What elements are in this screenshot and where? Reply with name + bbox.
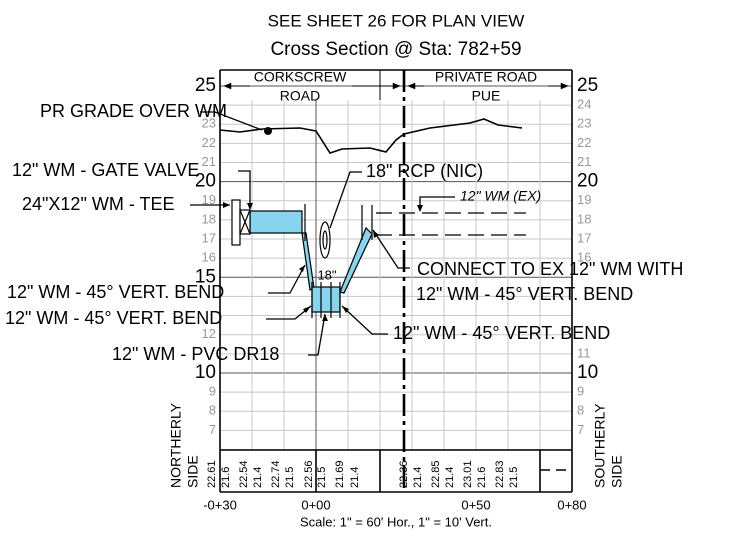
profile-elevation: 21.4 (444, 467, 456, 488)
title: SEE SHEET 26 FOR PLAN VIEW (268, 11, 525, 30)
elevation-label: 8 (209, 403, 216, 418)
elevation-label: 16 (577, 250, 591, 265)
existing-main (376, 212, 526, 236)
elevation-label: 9 (577, 384, 584, 399)
elevation-label: 25 (577, 75, 598, 96)
elevation-label: 21 (202, 154, 216, 169)
elevation-label: 19 (202, 192, 216, 207)
elevation-label: 10 (195, 362, 216, 383)
profile-elevation: 22.36 (398, 460, 410, 488)
station-label: 0+80 (557, 497, 586, 512)
elevation-label: 18 (202, 211, 216, 226)
callout: 12" WM - PVC DR18 (112, 344, 279, 364)
profile-elevation: 21.4 (252, 467, 264, 488)
profile-elevation: 22.56 (303, 460, 315, 488)
profile-elevation: 22.74 (270, 460, 282, 488)
elevation-label: 22 (577, 135, 591, 150)
callout: 18" RCP (NIC) (366, 161, 483, 181)
leaders (190, 111, 455, 356)
elevation-label: 7 (209, 422, 216, 437)
elevation-label: 20 (195, 171, 216, 192)
header: CORKSCREW (254, 69, 347, 85)
station-label: -0+30 (203, 497, 237, 512)
profile-elevation: 21.5 (316, 467, 328, 488)
header: PUE (472, 88, 501, 104)
elevation-label: 18 (577, 211, 591, 226)
profile-elevation: 22.83 (494, 460, 506, 488)
profile-elevation: 21.5 (284, 467, 296, 488)
side-label: SIDE (609, 455, 625, 488)
profile-elevation: 21.4 (349, 467, 361, 488)
elevation-label: 10 (577, 362, 598, 383)
elevation-label: 25 (195, 75, 216, 96)
elevation-label: 16 (202, 250, 216, 265)
profile-elevation: 21.5 (508, 467, 520, 488)
callout: 12" WM - GATE VALVE (12, 160, 199, 180)
elevation-label: 21 (577, 154, 591, 169)
callout: 12" WM (EX) (460, 188, 541, 204)
profile-elevation: 21.69 (334, 460, 346, 488)
elevation-label: 24 (577, 97, 591, 112)
frame (219, 69, 573, 493)
callout: 24"X12" WM - TEE (22, 194, 175, 214)
profile-elevation: 21.6 (476, 467, 488, 488)
water-main (231, 199, 373, 318)
elevation-label: 22 (202, 135, 216, 150)
callout: PR GRADE OVER WM (40, 101, 227, 121)
callout: 12" WM - 45° VERT. BEND (393, 323, 610, 343)
elevation-label: 9 (209, 384, 216, 399)
grade-point (264, 127, 272, 135)
station-label: 0+00 (301, 497, 330, 512)
side-label: NORTHERLY (168, 402, 184, 488)
callout: 12" WM - 45° VERT. BEND (7, 282, 224, 302)
elevation-label: 17 (577, 230, 591, 245)
elevation-label: 19 (577, 192, 591, 207)
profile-elevation: 21.4 (412, 467, 424, 488)
profile-elevation: 22.54 (238, 460, 250, 488)
elevation-label: 20 (577, 171, 598, 192)
elevation-label: 12 (202, 326, 216, 341)
elevation-label: 23 (577, 116, 591, 131)
subtitle: Cross Section @ Sta: 782+59 (270, 39, 521, 60)
profile-elevation: 23.01 (462, 460, 474, 488)
elevation-label: 15 (195, 266, 216, 287)
side-label: SIDE (185, 455, 201, 488)
side-label: SOUTHERLY (592, 403, 608, 488)
elevation-label: 23 (202, 116, 216, 131)
elevation-label: 8 (577, 403, 584, 418)
profile-elevation: 22.85 (430, 460, 442, 488)
scale-note: Scale: 1" = 60' Hor., 1" = 10' Vert. (300, 514, 492, 529)
ground-profile (219, 118, 523, 154)
station-label: 0+50 (461, 497, 490, 512)
profile-elevation: 22.61 (206, 460, 218, 488)
header: PRIVATE ROAD (435, 69, 537, 85)
elevation-label: 7 (577, 422, 584, 437)
arrowheads (223, 202, 423, 321)
callout: 12" WM - 45° VERT. BEND (5, 308, 222, 328)
elevation-label: 11 (577, 345, 591, 360)
elevation-label: 17 (202, 230, 216, 245)
header: ROAD (280, 88, 320, 104)
callout: 18" (317, 267, 336, 282)
callout: 12" WM - 45° VERT. BEND (416, 284, 633, 304)
profile-elevation: 21.6 (220, 467, 232, 488)
callout: CONNECT TO EX 12" WM WITH (417, 259, 683, 279)
